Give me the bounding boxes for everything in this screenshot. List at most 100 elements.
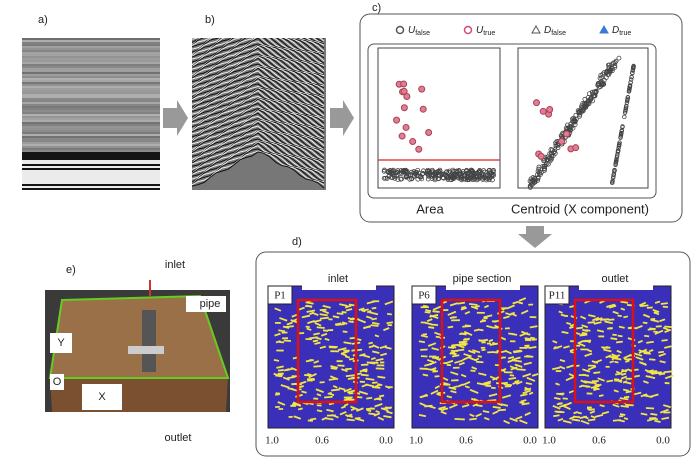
stripe xyxy=(22,116,160,118)
annotation: inlet xyxy=(165,259,185,271)
stripe xyxy=(22,172,160,174)
figure: a) b) c) UfalseUtrueDfalseDtrue Area Cen… xyxy=(0,0,697,462)
signal xyxy=(510,340,515,342)
arrow xyxy=(163,100,188,136)
stripe xyxy=(22,70,160,72)
signal xyxy=(555,411,562,413)
stripe xyxy=(22,126,160,128)
stripe xyxy=(22,148,160,150)
stripe xyxy=(22,54,160,56)
signal xyxy=(345,368,352,370)
stripe xyxy=(22,68,160,70)
signal xyxy=(275,406,280,408)
stripe xyxy=(22,78,160,80)
subpanel-id: P11 xyxy=(549,290,566,302)
signal xyxy=(421,355,428,357)
stripe xyxy=(22,48,160,50)
signal xyxy=(305,338,311,340)
annotation: O xyxy=(53,376,62,388)
signal xyxy=(615,378,620,380)
stripe xyxy=(22,64,160,66)
stripe xyxy=(22,138,160,140)
signal xyxy=(451,379,459,381)
subpanel-title: inlet xyxy=(328,273,348,285)
stripe xyxy=(22,136,160,138)
subpanel-title: outlet xyxy=(602,273,629,285)
stripe xyxy=(22,154,160,156)
signal xyxy=(328,318,332,320)
tick-label: 0.6 xyxy=(459,435,473,447)
pipe xyxy=(142,310,156,372)
stripe xyxy=(22,124,160,126)
stripe xyxy=(22,140,160,142)
dot xyxy=(540,108,546,114)
signal xyxy=(487,351,492,353)
signal xyxy=(313,398,318,400)
stripe xyxy=(22,104,160,106)
stripe xyxy=(22,90,160,92)
signal xyxy=(447,364,451,366)
signal xyxy=(380,362,384,364)
dot xyxy=(399,133,405,139)
subpanels: P1inlet1.00.60.0P6pipe section1.00.60.0P… xyxy=(265,268,674,447)
dot xyxy=(564,131,570,137)
stripe xyxy=(22,50,160,52)
stripe xyxy=(22,176,160,178)
signal xyxy=(612,334,616,336)
stripe xyxy=(22,40,160,42)
signal xyxy=(592,380,599,382)
signal xyxy=(649,417,656,419)
dot xyxy=(547,107,553,113)
signal xyxy=(276,350,283,352)
stripe xyxy=(22,160,160,162)
dot xyxy=(410,139,416,145)
signal xyxy=(582,340,587,342)
dot xyxy=(401,81,407,87)
signal xyxy=(458,418,465,420)
stripe xyxy=(22,112,160,114)
signal xyxy=(606,366,610,368)
signal xyxy=(327,414,336,416)
stripe xyxy=(22,164,160,166)
dot xyxy=(559,138,565,144)
signal xyxy=(587,393,593,395)
dot xyxy=(419,86,425,92)
stripe xyxy=(22,132,160,134)
signal xyxy=(519,347,527,349)
stripes xyxy=(22,38,160,190)
signal xyxy=(556,370,562,372)
stripe xyxy=(22,84,160,86)
annotation: pipe xyxy=(200,298,221,310)
arrow xyxy=(330,100,354,136)
signal xyxy=(650,318,655,320)
signal xyxy=(330,350,338,352)
signal xyxy=(598,336,604,338)
dot xyxy=(420,106,426,112)
stripe xyxy=(22,62,160,64)
stripe xyxy=(22,180,160,182)
signal xyxy=(603,318,609,320)
signal xyxy=(495,364,499,366)
panel-label: b) xyxy=(205,14,215,26)
stripe xyxy=(22,162,160,164)
signal xyxy=(337,360,343,362)
signal xyxy=(504,371,512,373)
stripe xyxy=(22,102,160,104)
stripe xyxy=(22,56,160,58)
stripe xyxy=(22,182,160,184)
annotation: X xyxy=(98,391,106,403)
signal xyxy=(278,408,283,410)
subpanel-id: P6 xyxy=(418,290,430,302)
signal xyxy=(344,396,353,398)
stripe xyxy=(22,134,160,136)
tick-label: 0.0 xyxy=(523,435,537,447)
signal xyxy=(477,312,485,314)
signal xyxy=(481,347,485,349)
stripe xyxy=(22,128,160,130)
dot xyxy=(416,146,422,152)
annotation: Y xyxy=(57,337,65,349)
stripe xyxy=(22,46,160,48)
stripe xyxy=(22,174,160,176)
panel-label: a) xyxy=(38,14,48,26)
stripe xyxy=(22,52,160,54)
